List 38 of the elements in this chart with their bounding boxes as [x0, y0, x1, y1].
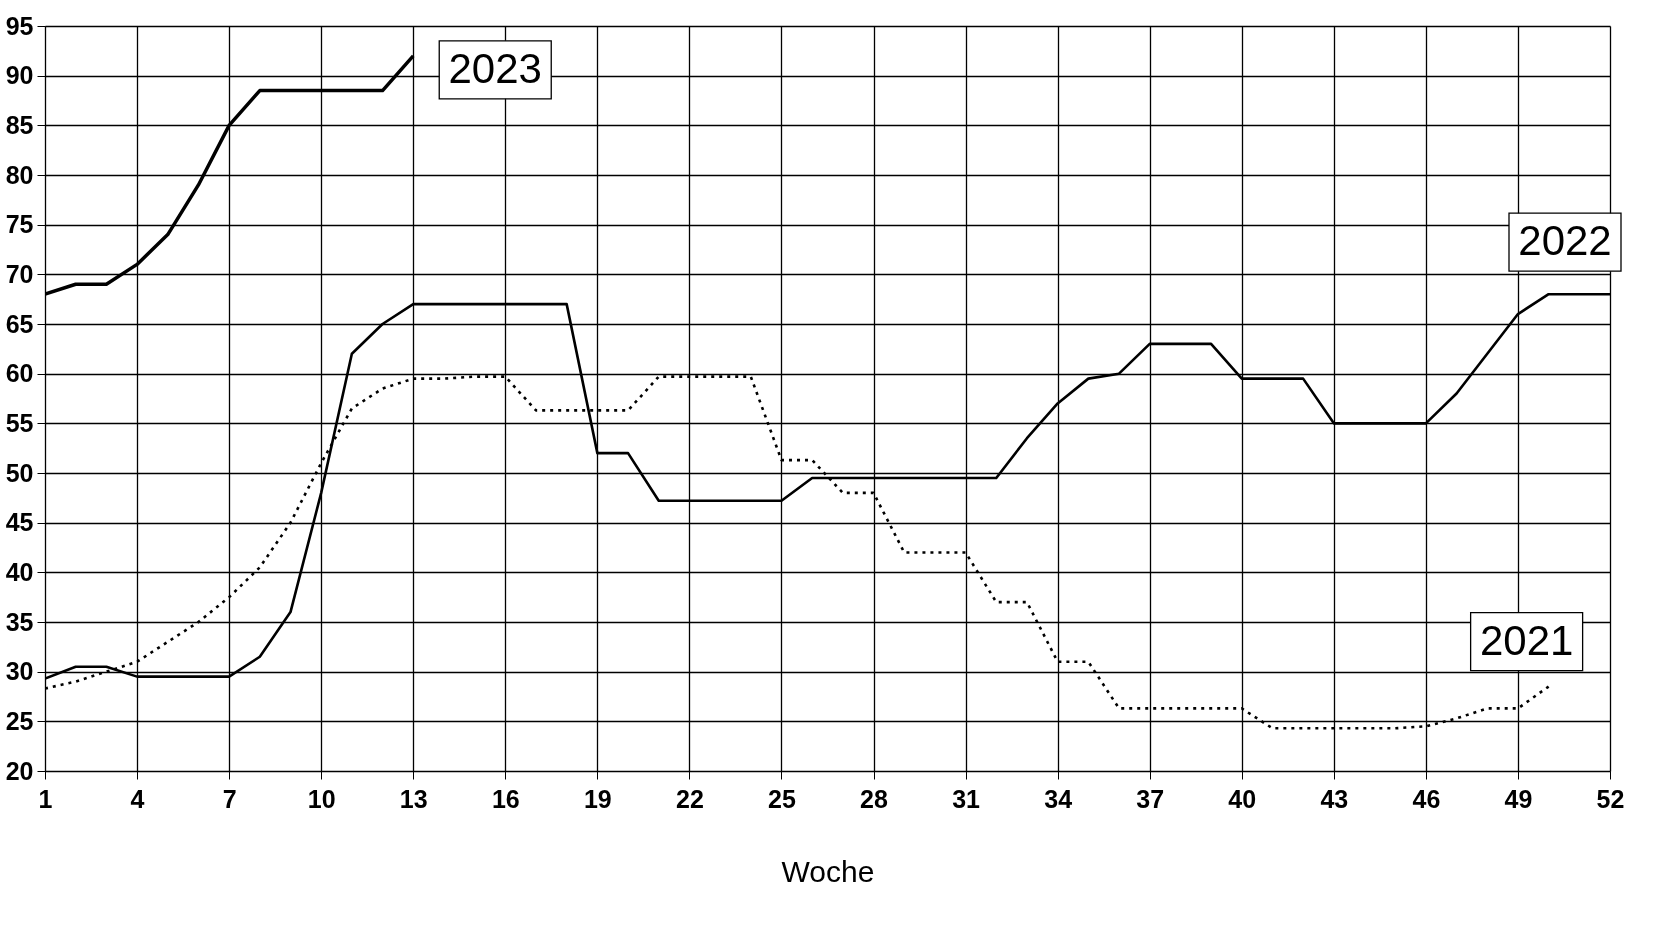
x-tick-label: 40 [1228, 784, 1257, 813]
x-tick-label: 43 [1320, 784, 1349, 813]
y-tick-label: 40 [5, 557, 34, 586]
annotation: 2023 [448, 44, 542, 92]
x-tick-label: 28 [860, 784, 889, 813]
x-axis-title: Woche [781, 854, 875, 888]
x-tick-label: 1 [38, 784, 53, 813]
x-tick-label: 22 [676, 784, 704, 813]
y-tick-label: 55 [5, 408, 34, 437]
y-tick-label: 35 [5, 607, 34, 636]
x-tick-label: 52 [1596, 784, 1625, 813]
y-tick-label: 70 [5, 259, 34, 288]
x-tick-label: 25 [768, 784, 796, 813]
x-tick-label: 49 [1504, 784, 1533, 813]
y-tick-label: 60 [5, 359, 34, 388]
y-tick-label: 25 [5, 706, 34, 735]
y-tick-label: 65 [5, 309, 34, 338]
y-tick-label: 80 [5, 160, 34, 189]
x-tick-label: 31 [952, 784, 981, 813]
y-tick-label: 75 [5, 210, 34, 239]
annotation: 2021 [1479, 616, 1574, 664]
x-tick-label: 19 [583, 784, 612, 813]
x-tick-label: 13 [399, 784, 428, 813]
y-tick-label: 45 [5, 508, 34, 537]
annotation: 2022 [1518, 217, 1612, 265]
y-tick-label: 50 [5, 458, 34, 487]
y-tick-label: 95 [5, 11, 34, 40]
x-tick-label: 46 [1412, 784, 1441, 813]
y-tick-label: 30 [5, 657, 34, 686]
x-tick-label: 7 [222, 784, 237, 813]
y-tick-label: 90 [5, 61, 34, 90]
x-tick-label: 34 [1044, 784, 1073, 813]
y-tick-label: 85 [5, 110, 34, 139]
x-tick-label: 16 [491, 784, 520, 813]
x-tick-label: 37 [1136, 784, 1165, 813]
y-tick-label: 20 [5, 756, 34, 785]
x-tick-label: 4 [130, 784, 145, 813]
x-tick-label: 10 [307, 784, 336, 813]
